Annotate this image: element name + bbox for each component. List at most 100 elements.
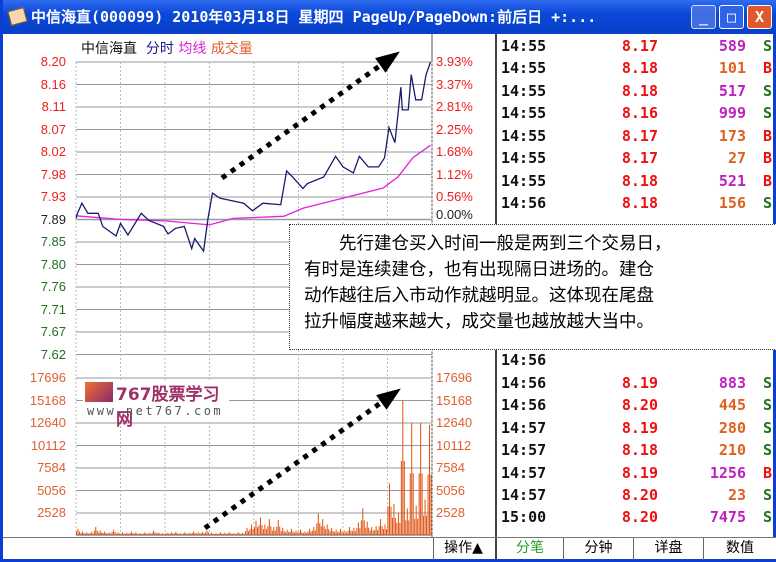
trade-time: 14:56 <box>501 373 547 392</box>
trade-volume: 999 <box>718 104 746 123</box>
volume-bar <box>394 517 396 535</box>
trade-row: 14:55 8.17 27 B <box>497 149 776 171</box>
logo-name: 767股票学习网 <box>116 385 220 430</box>
close-button[interactable]: X <box>747 5 772 29</box>
volume-bar <box>212 533 214 535</box>
volume-bar <box>360 520 362 535</box>
volume-bar <box>110 533 112 535</box>
price-tick-label: 7.98 <box>40 166 66 182</box>
volume-tick-label: 17696 <box>29 370 66 385</box>
volume-bar <box>178 534 180 535</box>
volume-bar <box>153 530 155 535</box>
volume-bar <box>120 533 122 535</box>
tab-xiangpan[interactable]: 详盘 <box>633 538 703 560</box>
volume-bar <box>348 527 350 535</box>
price-tick-label: 8.07 <box>40 121 66 137</box>
volume-bar <box>334 532 336 535</box>
volume-bar <box>162 533 164 535</box>
volume-bar <box>380 519 382 535</box>
volume-tick-label: 2528 <box>37 505 66 520</box>
volume-bar <box>368 527 370 535</box>
trade-volume: 101 <box>718 59 746 78</box>
intraday-chart[interactable] <box>3 34 493 537</box>
volume-bar <box>196 533 198 535</box>
volume-bar <box>190 533 192 535</box>
trade-price: 8.17 <box>621 126 658 145</box>
annotation-callout: 先行建仓买入时间一般是两到三个交易日， 有时是连续建仓，也有出现隔日进场的。建仓… <box>289 224 776 350</box>
trade-row: 14:56 8.20 445 S <box>497 396 776 418</box>
price-tick-label: 7.67 <box>40 324 66 339</box>
maximize-button[interactable]: □ <box>719 5 744 29</box>
price-tick-label: 7.62 <box>40 346 66 362</box>
volume-bar <box>163 534 165 535</box>
volume-bar <box>393 503 395 535</box>
volume-bar <box>291 528 293 535</box>
trade-price: 8.18 <box>621 59 658 78</box>
volume-bar <box>372 530 374 535</box>
volume-bar <box>283 531 285 535</box>
volume-bar <box>231 534 233 535</box>
tab-shuzhi[interactable]: 数值 <box>703 538 776 560</box>
volume-bar <box>84 533 86 535</box>
volume-bar <box>399 522 401 535</box>
volume-bar <box>133 533 135 535</box>
volume-bar <box>258 525 260 535</box>
volume-bar <box>423 515 425 535</box>
price-tick-label: 7.71 <box>40 301 66 317</box>
volume-bar <box>256 527 258 535</box>
volume-tick-label: 2528 <box>436 505 465 520</box>
tab-fenbi[interactable]: 分笔 <box>495 538 563 560</box>
volume-bar <box>264 524 266 535</box>
volume-bar <box>218 533 220 535</box>
volume-bar <box>142 533 144 535</box>
trade-row: 14:56 8.19 883 S <box>497 374 776 396</box>
volume-bar <box>151 532 153 535</box>
volume-bar <box>160 534 162 535</box>
pct-tick-label: 2.81% <box>436 99 473 114</box>
trade-ticks-panel[interactable]: 14:55 8.17 589 S 14:55 8.18 101 B 14:55 8.18 517 S 1… <box>495 34 776 537</box>
price-tick-label: 8.11 <box>41 99 66 114</box>
trade-time: 14:55 <box>501 149 547 168</box>
volume-bar <box>313 527 315 535</box>
logo-url: www.net767.com <box>87 404 224 418</box>
price-tick-label: 7.89 <box>40 211 66 227</box>
legend-fenshi: 分时 <box>145 41 174 57</box>
volume-bar <box>123 533 125 535</box>
volume-bar <box>308 528 310 535</box>
volume-bar <box>245 531 247 535</box>
tab-fenzhong[interactable]: 分钟 <box>563 538 633 560</box>
trade-side: S <box>762 418 772 437</box>
volume-bar <box>356 528 358 535</box>
volume-bar <box>307 531 309 535</box>
trade-volume: 883 <box>718 373 746 392</box>
volume-bar <box>292 531 294 535</box>
volume-bar <box>285 532 287 535</box>
title-bar[interactable]: 中信海直(000099) 2010年03月18日 星期四 PageUp/Page… <box>3 0 776 34</box>
volume-bar <box>167 533 169 535</box>
volume-bar <box>83 533 85 535</box>
volume-bar <box>200 533 202 535</box>
minimize-button[interactable]: _ <box>691 5 716 29</box>
volume-bar <box>351 531 353 535</box>
volume-tick-label: 5056 <box>37 482 66 498</box>
volume-bar <box>323 526 325 535</box>
volume-bar <box>170 532 172 535</box>
ops-menu-button[interactable]: 操作▲ <box>433 538 493 560</box>
volume-bar <box>301 532 303 535</box>
trade-volume: 589 <box>718 37 746 55</box>
volume-bar <box>132 533 134 535</box>
volume-bar <box>77 528 79 535</box>
volume-bar <box>251 524 253 535</box>
volume-bar <box>328 529 330 535</box>
volume-bar <box>417 518 419 535</box>
trade-row: 14:55 8.18 101 B <box>497 59 776 81</box>
pct-tick-label: 3.93% <box>436 54 473 69</box>
trade-time: 14:55 <box>501 37 547 55</box>
trade-row: 14:55 8.17 173 B <box>497 127 776 149</box>
trade-row: 15:00 8.20 7475 S <box>497 508 776 530</box>
volume-bar <box>418 473 420 535</box>
volume-bar <box>197 532 199 535</box>
volume-bar <box>430 474 432 535</box>
volume-bar <box>265 529 267 535</box>
